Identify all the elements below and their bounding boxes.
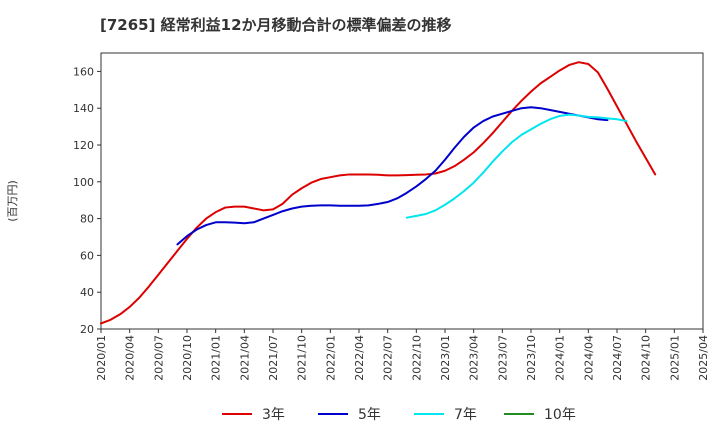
y-tick-label: 80: [80, 213, 94, 226]
legend: 3年 5年 7年 10年: [222, 407, 576, 423]
x-tick-label: 2021/01: [210, 335, 223, 381]
y-tick-label: 120: [73, 139, 94, 152]
legend-label-3: 7年: [454, 407, 477, 423]
x-tick-label: 2025/04: [697, 335, 710, 381]
y-tick-label: 40: [80, 286, 94, 299]
x-tick-label: 2022/01: [324, 335, 337, 381]
x-tick-label: 2022/10: [410, 335, 423, 381]
x-tick-label: 2024/04: [582, 335, 595, 381]
y-tick-label: 60: [80, 249, 94, 262]
chart-title: [7265] 経常利益12か月移動合計の標準偏差の推移: [100, 16, 452, 34]
x-tick-label: 2023/10: [525, 335, 538, 381]
x-tick-label: 2024/10: [640, 335, 653, 381]
y-tick-label: 100: [73, 176, 94, 189]
x-tick-label: 2022/04: [353, 335, 366, 381]
legend-label-4: 10年: [544, 407, 576, 423]
x-tick-label: 2025/01: [668, 335, 681, 381]
axis-layer: 20 40 60 80 100 120 140 160 2020/01 2020/04 2020/0…: [73, 52, 710, 381]
x-tick-label: 2020/10: [181, 335, 194, 381]
series-layer: [100, 61, 657, 325]
x-tick-label: 2021/07: [267, 335, 280, 381]
y-tick-label: 20: [80, 323, 94, 336]
x-tick-label: 2020/04: [124, 335, 137, 381]
x-tick-label: 2021/10: [296, 335, 309, 381]
x-tick-label: 2020/01: [95, 335, 108, 381]
x-tick-label: 2020/07: [152, 335, 165, 381]
y-tick-label: 140: [73, 102, 94, 115]
x-tick-label: 2023/04: [468, 335, 481, 381]
plot-frame: [100, 52, 704, 330]
legend-label-2: 5年: [358, 407, 381, 423]
x-tick-label: 2023/01: [439, 335, 452, 381]
legend-label-1: 3年: [262, 407, 285, 423]
x-tick-label: 2024/01: [554, 335, 567, 381]
x-tick-label: 2024/07: [611, 335, 624, 381]
series-line-2: [176, 106, 609, 246]
y-tick-label: 160: [73, 65, 94, 78]
x-tick-label: 2021/04: [238, 335, 251, 381]
y-axis-label: (百万円): [6, 180, 19, 222]
series-line-3: [405, 113, 628, 219]
x-tick-label: 2023/07: [496, 335, 509, 381]
x-tick-label: 2022/07: [382, 335, 395, 381]
